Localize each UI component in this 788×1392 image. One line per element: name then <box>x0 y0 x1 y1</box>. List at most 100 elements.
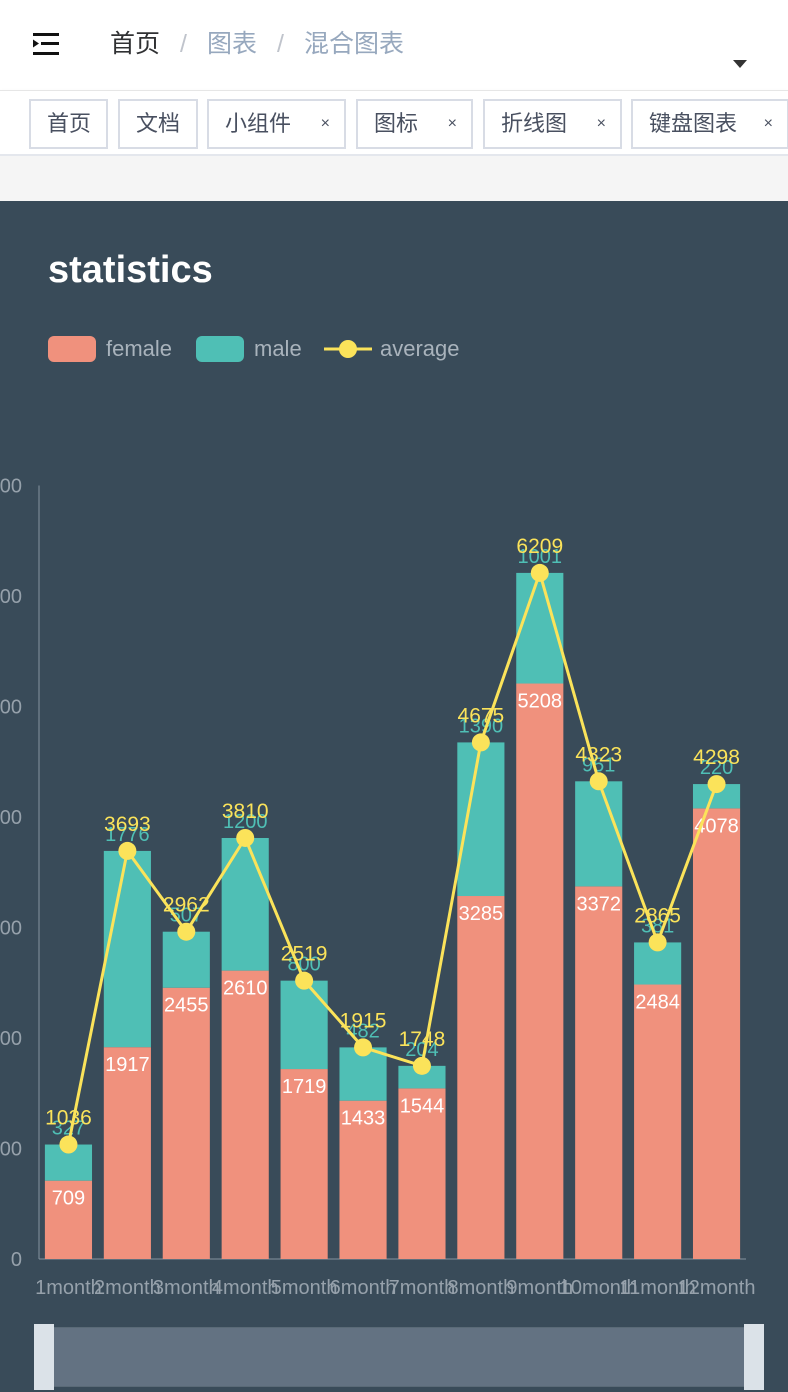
legend-item-average[interactable]: average <box>324 334 474 364</box>
data-label-male: 1200 <box>223 811 268 833</box>
data-label-average: 4675 <box>458 704 505 727</box>
tag-line-chart[interactable]: 折线图 × <box>483 99 622 149</box>
x-tick-label: 1month <box>35 1277 102 1299</box>
x-tick-label: 12month <box>678 1277 756 1299</box>
x-tick-label: 6month <box>330 1277 397 1299</box>
tag-label: 文档 <box>136 111 181 136</box>
data-label-male: 204 <box>405 1039 438 1061</box>
tag-label: 键盘图表 <box>649 111 738 136</box>
data-label-average: 6209 <box>516 535 563 558</box>
average-point <box>177 922 196 941</box>
bar-male <box>280 980 328 1070</box>
close-icon[interactable]: × <box>596 115 606 132</box>
bar-female <box>221 970 269 1259</box>
bar-female <box>516 683 564 1259</box>
x-tick-label: 2month <box>94 1277 161 1299</box>
y-tick-label: 00 <box>0 476 22 498</box>
datazoom-selection <box>37 1328 761 1386</box>
data-label-average: 4298 <box>693 746 740 769</box>
datazoom-handle-left[interactable] <box>34 1324 54 1390</box>
legend-label-male: male <box>254 336 302 361</box>
average-point <box>707 775 726 794</box>
bar-female <box>339 1100 387 1259</box>
data-label-male: 327 <box>52 1118 85 1140</box>
bar-female <box>103 1047 151 1259</box>
tag-home[interactable]: 首页 <box>29 99 108 149</box>
average-point <box>354 1038 373 1057</box>
caret-down-icon[interactable] <box>733 60 747 68</box>
data-label-female: 3285 <box>459 903 504 925</box>
x-tick-label: 5month <box>271 1277 338 1299</box>
y-tick-label: 00 <box>0 1028 22 1050</box>
average-point <box>471 733 490 752</box>
bar-female <box>457 896 505 1259</box>
bar-female <box>44 1180 93 1259</box>
tag-docs[interactable]: 文档 <box>118 99 198 149</box>
close-icon[interactable]: × <box>447 115 457 132</box>
breadcrumb-item-home[interactable]: 首页 <box>110 30 161 58</box>
data-label-female: 1433 <box>341 1108 386 1130</box>
legend-item-female[interactable]: female <box>48 334 183 364</box>
legend-swatch-average <box>324 340 372 358</box>
bar-female <box>162 987 210 1259</box>
datazoom-handle-right[interactable] <box>744 1324 764 1390</box>
data-label-average: 3693 <box>104 813 151 836</box>
bar-male <box>398 1065 446 1089</box>
data-label-female: 2610 <box>223 978 268 1000</box>
bar-female <box>575 886 623 1259</box>
data-label-average: 4323 <box>575 743 622 766</box>
data-label-average: 2519 <box>281 943 328 966</box>
close-icon[interactable]: × <box>763 115 773 132</box>
y-tick-label: 00 <box>0 807 22 829</box>
content-gap <box>0 156 788 201</box>
data-label-female: 1719 <box>282 1076 327 1098</box>
tag-keyboard-chart[interactable]: 键盘图表 × <box>631 99 788 149</box>
average-point <box>648 933 667 952</box>
x-tick-label: 11month <box>619 1277 695 1299</box>
y-tick-label: 00 <box>0 1139 22 1161</box>
data-label-female: 1544 <box>400 1095 445 1117</box>
legend-label-average: average <box>380 336 460 361</box>
bar-male <box>221 837 269 971</box>
chart-panel: statistics female male average 0 00 00 00 00… <box>0 201 788 1392</box>
x-tick-label: 7month <box>389 1277 456 1299</box>
tag-icons[interactable]: 图标 × <box>356 99 473 149</box>
average-point <box>530 563 549 582</box>
legend-label-female: female <box>106 336 173 361</box>
legend-item-male[interactable]: male <box>196 334 311 364</box>
y-tick-label: 00 <box>0 586 22 608</box>
chart-plot-area: 0000000000000007093271month191717762mont… <box>0 476 764 1390</box>
average-point <box>118 841 137 860</box>
data-label-female: 2484 <box>635 992 680 1014</box>
breadcrumb-item-mixed-chart: 混合图表 <box>303 30 404 58</box>
outdent-menu-icon[interactable] <box>30 30 62 58</box>
data-label-male: 1776 <box>105 824 150 846</box>
data-label-male: 1001 <box>518 546 563 568</box>
legend-swatch-female <box>48 336 96 362</box>
bar-female <box>398 1088 446 1259</box>
bar-male <box>162 931 210 988</box>
average-point <box>236 828 255 847</box>
tag-widgets[interactable]: 小组件 × <box>207 99 346 149</box>
data-label-female: 709 <box>52 1188 85 1210</box>
data-label-male: 220 <box>700 757 733 779</box>
breadcrumb-separator: / <box>180 30 187 58</box>
x-tick-label: 4month <box>212 1277 279 1299</box>
average-point <box>295 971 314 990</box>
tag-label: 首页 <box>47 111 92 136</box>
tag-label: 图标 <box>374 111 419 136</box>
bar-female <box>634 984 682 1259</box>
data-label-average: 3810 <box>222 800 269 823</box>
breadcrumb-item-charts[interactable]: 图表 <box>206 30 257 58</box>
close-icon[interactable]: × <box>320 115 330 132</box>
data-label-male: 951 <box>582 754 615 776</box>
data-label-average: 1748 <box>399 1028 446 1051</box>
x-tick-label: 3month <box>153 1277 220 1299</box>
average-point <box>59 1135 78 1154</box>
data-label-female: 5208 <box>518 691 563 713</box>
bar-male <box>103 850 151 1048</box>
x-tick-label: 9month <box>506 1277 573 1299</box>
y-tick-label: 0 <box>11 1249 22 1271</box>
data-label-male: 1390 <box>459 715 504 737</box>
bar-male <box>575 781 623 887</box>
